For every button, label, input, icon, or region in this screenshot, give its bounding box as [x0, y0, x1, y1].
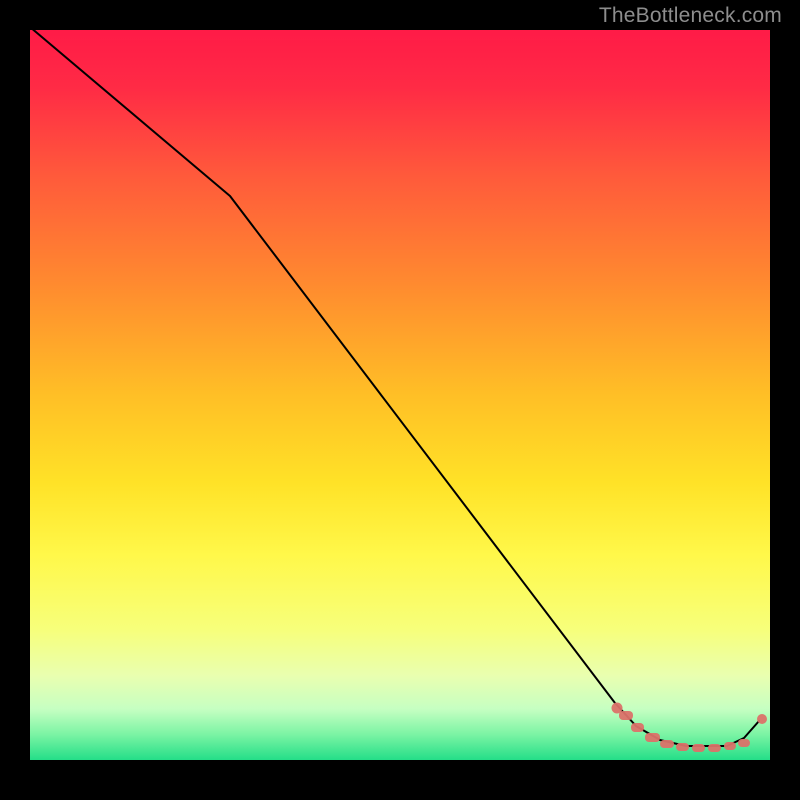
marker-point: [724, 742, 736, 750]
marker-point: [645, 733, 660, 742]
marker-point: [738, 739, 750, 747]
marker-point: [631, 723, 644, 732]
bottleneck-chart-svg: [0, 0, 800, 800]
chart-canvas: TheBottleneck.com: [0, 0, 800, 800]
marker-point: [660, 740, 674, 748]
plot-background: [30, 30, 770, 760]
marker-point: [708, 744, 721, 752]
marker-point: [757, 714, 767, 724]
marker-point: [692, 744, 705, 752]
marker-point: [619, 711, 633, 720]
marker-point: [676, 743, 689, 751]
watermark-text: TheBottleneck.com: [599, 4, 782, 28]
